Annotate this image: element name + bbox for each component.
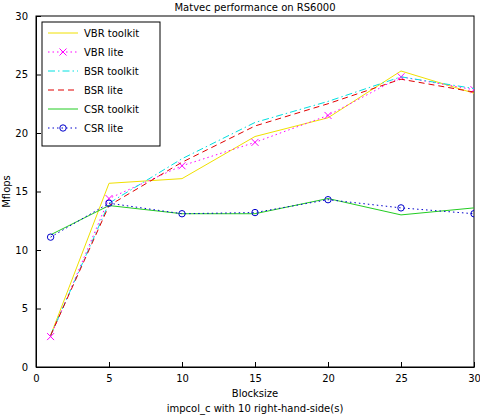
tick-label: 25 bbox=[395, 373, 408, 384]
tick-label: 10 bbox=[15, 245, 28, 256]
legend-swatch bbox=[48, 128, 78, 129]
series-line bbox=[51, 71, 474, 335]
tick-mark bbox=[255, 362, 256, 367]
x-axis: 0 5 10 15 20 25 30 bbox=[33, 362, 480, 384]
series-line bbox=[51, 200, 474, 237]
tick: 30 bbox=[468, 362, 480, 384]
tick-mark bbox=[328, 362, 329, 367]
tick: 10 bbox=[176, 362, 189, 384]
tick-label: 0 bbox=[33, 373, 39, 384]
tick-label: 15 bbox=[15, 186, 28, 197]
legend-label: VBR toolkit bbox=[84, 28, 139, 39]
point-marker bbox=[471, 211, 474, 217]
legend: VBR toolkit VBR lite BSR toolkit BSR lite CS… bbox=[42, 22, 160, 146]
y-axis: 0 5 10 15 20 25 30 bbox=[15, 11, 41, 373]
point-marker bbox=[325, 196, 331, 202]
point-marker bbox=[252, 209, 258, 215]
tick: 5 bbox=[106, 362, 112, 384]
legend-marker bbox=[60, 49, 67, 56]
point-marker bbox=[325, 112, 332, 119]
tick-mark bbox=[36, 309, 41, 310]
point-marker bbox=[398, 205, 404, 211]
tick-mark bbox=[36, 250, 41, 251]
legend-label: VBR lite bbox=[84, 47, 123, 58]
legend-swatch bbox=[48, 71, 78, 72]
tick-mark bbox=[109, 362, 110, 367]
tick-mark bbox=[401, 362, 402, 367]
tick-mark bbox=[36, 75, 41, 76]
point-marker bbox=[47, 234, 53, 240]
tick-mark bbox=[474, 362, 475, 367]
tick-mark bbox=[182, 362, 183, 367]
legend-swatch bbox=[48, 33, 78, 34]
tick: 25 bbox=[395, 362, 408, 384]
tick: 10 bbox=[15, 245, 41, 256]
tick: 20 bbox=[322, 362, 335, 384]
legend-label: BSR lite bbox=[84, 85, 123, 96]
point-marker bbox=[47, 333, 54, 340]
plot-area: 0 5 10 15 20 25 30 0 5 10 15 20 25 30 VBR toolkit VBR l… bbox=[15, 11, 480, 384]
tick-mark bbox=[36, 367, 41, 368]
tick-label: 20 bbox=[15, 128, 28, 139]
legend-swatch bbox=[48, 90, 78, 91]
plot-frame bbox=[36, 16, 474, 367]
legend-label: CSR toolkit bbox=[84, 104, 139, 115]
point-marker bbox=[252, 139, 259, 146]
tick-label: 0 bbox=[22, 362, 28, 373]
tick: 0 bbox=[22, 362, 41, 373]
tick-label: 10 bbox=[176, 373, 189, 384]
legend-label: CSR lite bbox=[84, 123, 123, 134]
tick: 15 bbox=[15, 186, 41, 197]
chart: 0 5 10 15 20 25 30 0 5 10 15 20 25 30 VBR toolkit VBR l… bbox=[0, 0, 480, 417]
series-group bbox=[47, 71, 474, 340]
tick-label: 5 bbox=[106, 373, 112, 384]
tick-label: 25 bbox=[15, 69, 28, 80]
tick: 25 bbox=[15, 69, 41, 80]
tick-mark bbox=[36, 133, 41, 134]
subtitle: impcol_c with 10 right-hand-side(s) bbox=[167, 403, 344, 415]
axis-line bbox=[37, 367, 475, 368]
tick-label: 15 bbox=[249, 373, 262, 384]
tick-mark bbox=[36, 16, 41, 17]
tick: 20 bbox=[15, 128, 41, 139]
x-axis-title: Blocksize bbox=[232, 388, 278, 399]
legend-marker bbox=[60, 125, 66, 131]
title: Matvec performance on RS6000 bbox=[174, 2, 335, 13]
tick: 30 bbox=[15, 11, 41, 22]
legend-label: BSR toolkit bbox=[84, 66, 139, 77]
tick: 15 bbox=[249, 362, 262, 384]
tick-mark bbox=[36, 192, 41, 193]
point-marker bbox=[106, 200, 112, 206]
tick: 5 bbox=[22, 303, 41, 314]
tick-label: 5 bbox=[22, 303, 28, 314]
point-marker bbox=[179, 211, 185, 217]
legend-box bbox=[42, 22, 160, 146]
tick-label: 30 bbox=[468, 373, 480, 384]
y-axis-title: Mflops bbox=[1, 175, 12, 208]
tick-label: 20 bbox=[322, 373, 335, 384]
tick-label: 30 bbox=[15, 11, 28, 22]
legend-swatch bbox=[48, 109, 78, 110]
